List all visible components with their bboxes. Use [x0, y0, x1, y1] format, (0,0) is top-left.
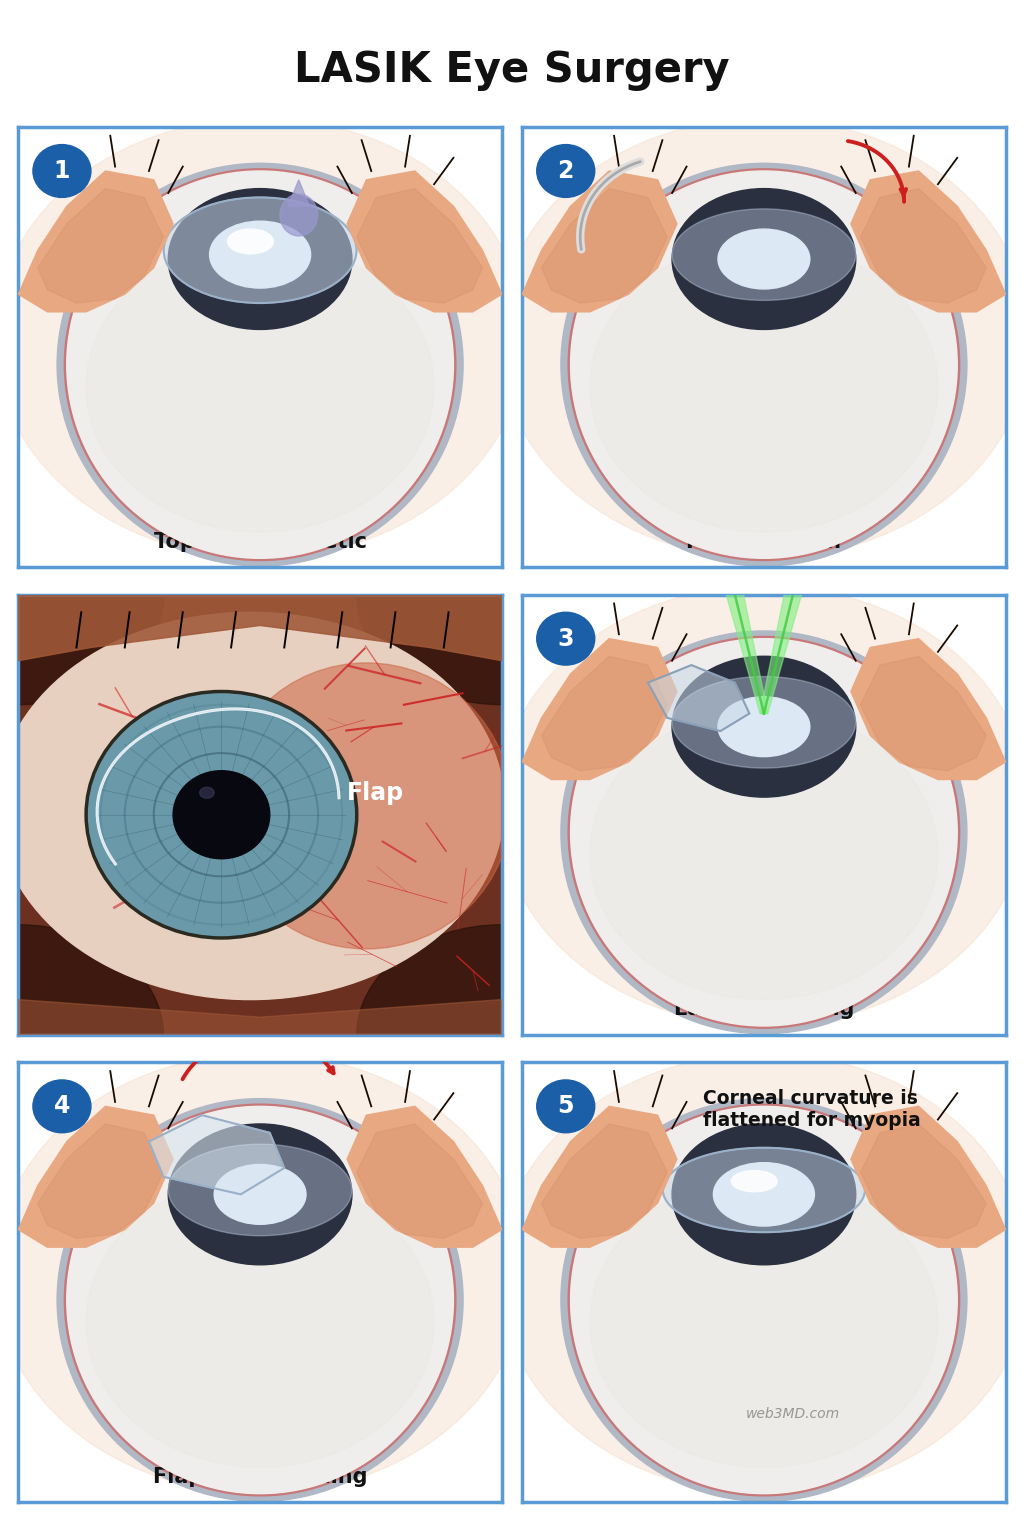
Ellipse shape	[590, 708, 938, 999]
Ellipse shape	[164, 197, 356, 303]
Ellipse shape	[663, 1148, 865, 1232]
Text: Corneal curvature is
flattened for myopia: Corneal curvature is flattened for myopi…	[703, 1089, 922, 1129]
Ellipse shape	[498, 586, 1024, 1027]
Ellipse shape	[227, 230, 273, 254]
Circle shape	[33, 1080, 91, 1132]
Polygon shape	[542, 656, 668, 771]
Polygon shape	[522, 1106, 677, 1247]
Ellipse shape	[168, 1125, 352, 1265]
Ellipse shape	[570, 1106, 957, 1493]
Ellipse shape	[57, 164, 463, 566]
Ellipse shape	[86, 1177, 434, 1467]
Ellipse shape	[568, 636, 959, 1028]
Polygon shape	[148, 1115, 285, 1195]
Ellipse shape	[0, 485, 164, 705]
Ellipse shape	[0, 612, 504, 999]
Ellipse shape	[214, 1164, 306, 1224]
Ellipse shape	[168, 188, 352, 329]
Ellipse shape	[561, 1099, 967, 1501]
Ellipse shape	[590, 242, 938, 532]
Ellipse shape	[0, 924, 164, 1144]
Ellipse shape	[498, 1054, 1024, 1493]
Ellipse shape	[672, 210, 856, 300]
Polygon shape	[38, 1125, 164, 1238]
Polygon shape	[18, 595, 502, 661]
Text: 4: 4	[53, 1094, 70, 1118]
Polygon shape	[288, 181, 309, 207]
Text: web3MD.com: web3MD.com	[745, 1408, 840, 1421]
Text: Topical anesthetic: Topical anesthetic	[154, 532, 367, 552]
Ellipse shape	[498, 118, 1024, 558]
Polygon shape	[760, 595, 802, 713]
Ellipse shape	[570, 638, 957, 1027]
Ellipse shape	[221, 662, 511, 949]
Polygon shape	[542, 188, 668, 303]
Ellipse shape	[356, 924, 647, 1144]
Polygon shape	[38, 188, 164, 303]
Polygon shape	[18, 1106, 173, 1247]
Text: 1: 1	[53, 159, 70, 184]
Ellipse shape	[568, 168, 959, 560]
Ellipse shape	[590, 1177, 938, 1467]
Ellipse shape	[168, 1144, 352, 1236]
Polygon shape	[356, 1125, 482, 1238]
Ellipse shape	[0, 118, 526, 558]
Circle shape	[173, 771, 269, 858]
Ellipse shape	[672, 188, 856, 329]
Ellipse shape	[0, 1054, 526, 1493]
Ellipse shape	[356, 485, 647, 705]
Ellipse shape	[561, 164, 967, 566]
Polygon shape	[851, 638, 1006, 779]
Ellipse shape	[718, 696, 810, 757]
Polygon shape	[522, 171, 677, 312]
Polygon shape	[851, 171, 1006, 312]
Polygon shape	[18, 999, 502, 1034]
Ellipse shape	[672, 676, 856, 768]
Polygon shape	[347, 1106, 502, 1247]
Ellipse shape	[200, 788, 214, 799]
Text: Laser sculpting: Laser sculpting	[674, 999, 854, 1019]
Polygon shape	[860, 188, 986, 303]
Ellipse shape	[226, 777, 255, 799]
Ellipse shape	[718, 230, 810, 289]
Polygon shape	[542, 1125, 668, 1238]
Ellipse shape	[672, 1125, 856, 1265]
Circle shape	[537, 1080, 595, 1132]
Text: LASIK Eye Surgery: LASIK Eye Surgery	[294, 49, 730, 90]
Ellipse shape	[731, 1170, 777, 1192]
Text: Flap repositioning: Flap repositioning	[153, 1467, 368, 1487]
Circle shape	[537, 612, 595, 666]
Ellipse shape	[67, 1106, 454, 1493]
Ellipse shape	[672, 656, 856, 797]
Circle shape	[86, 692, 356, 938]
Ellipse shape	[86, 242, 434, 532]
Ellipse shape	[561, 630, 967, 1034]
Ellipse shape	[280, 194, 317, 236]
Ellipse shape	[65, 168, 456, 560]
Polygon shape	[860, 656, 986, 771]
Text: 5: 5	[557, 1094, 574, 1118]
Ellipse shape	[714, 1163, 814, 1226]
Polygon shape	[18, 171, 173, 312]
Circle shape	[537, 145, 595, 197]
Ellipse shape	[65, 1105, 456, 1496]
Circle shape	[33, 145, 91, 197]
Polygon shape	[726, 595, 768, 713]
Ellipse shape	[570, 171, 957, 558]
Polygon shape	[522, 638, 677, 779]
Ellipse shape	[568, 1105, 959, 1496]
Polygon shape	[347, 171, 502, 312]
Ellipse shape	[210, 222, 310, 288]
Text: 2: 2	[557, 159, 573, 184]
Polygon shape	[648, 666, 750, 731]
Ellipse shape	[57, 1099, 463, 1501]
Text: Flap creation: Flap creation	[686, 532, 842, 552]
Text: 3: 3	[557, 627, 574, 650]
Polygon shape	[356, 188, 482, 303]
Polygon shape	[860, 1125, 986, 1238]
Ellipse shape	[67, 171, 454, 558]
Polygon shape	[851, 1106, 1006, 1247]
Text: Flap: Flap	[347, 780, 404, 805]
